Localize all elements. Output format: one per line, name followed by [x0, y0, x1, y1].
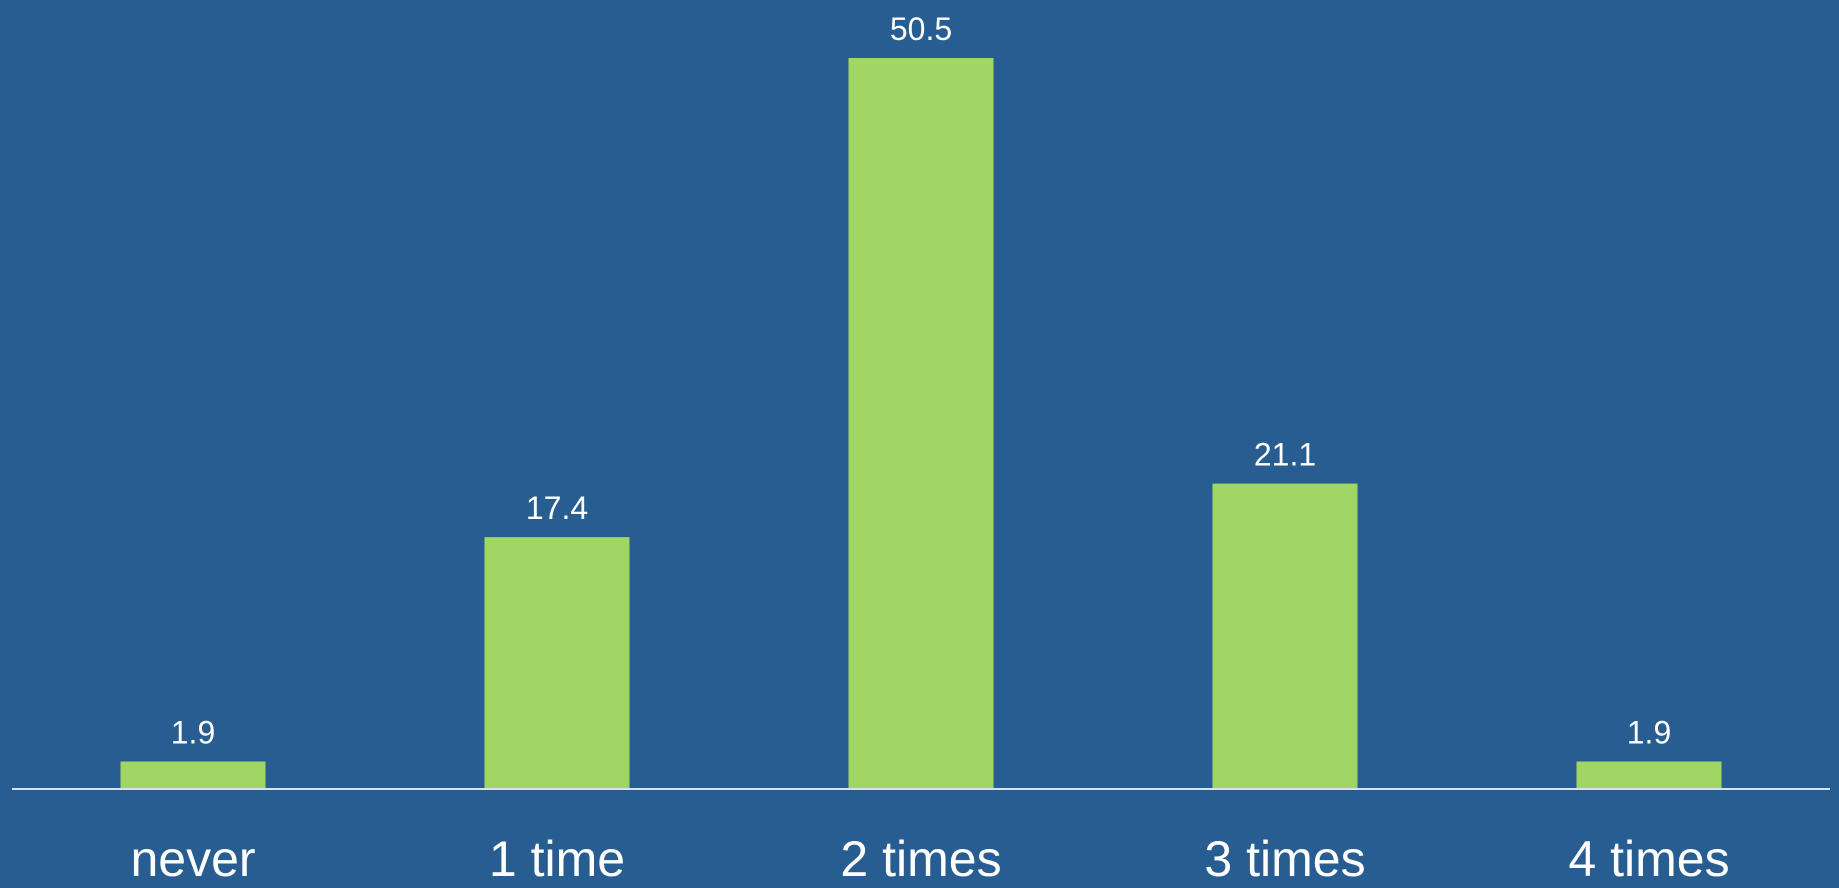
- data-label: 1.9: [1627, 715, 1671, 751]
- category-labels-group: never 1 time 2 times 3 times 4 times: [130, 831, 1729, 887]
- data-label: 1.9: [171, 715, 215, 751]
- data-label: 17.4: [526, 490, 588, 526]
- data-label: 21.1: [1254, 437, 1316, 473]
- bars-group: [120, 58, 1722, 789]
- bar-4-times: [1576, 761, 1722, 789]
- category-label: 3 times: [1204, 831, 1365, 883]
- bar-3-times: [1212, 483, 1358, 789]
- bar-1-time: [484, 537, 630, 789]
- data-labels-group: 1.9 17.4 50.5 21.1 1.9: [171, 11, 1671, 751]
- category-label: 4 times: [1568, 831, 1729, 883]
- category-label: 2 times: [840, 831, 1001, 883]
- category-label: never: [130, 831, 255, 883]
- bar-never: [120, 761, 266, 789]
- data-label: 50.5: [890, 11, 952, 47]
- bar-2-times: [848, 58, 994, 789]
- category-label: 1 time: [489, 831, 625, 883]
